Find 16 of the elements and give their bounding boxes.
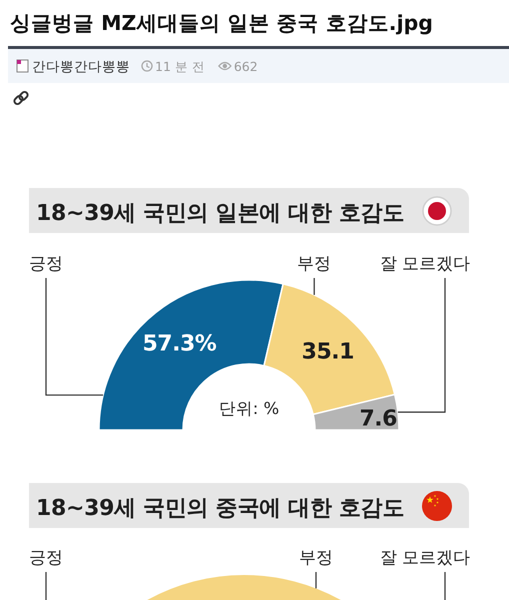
data-label: 7.6 [359,406,398,432]
text: 18~39세 국민의 중국에 대한 호감도 [36,496,404,521]
text: 긍정 [29,548,63,568]
text: 싱글벙글 MZ세대들의 일본 중국 호감도.jpg [10,11,433,35]
text: 간다뽕간다뽕뽕 [32,59,130,75]
text: 잘 모르겠다 [380,548,470,568]
chart-title: 18~39세 국민의 일본에 대한 호감도 [36,201,404,226]
text: 단위: % [218,399,280,418]
slice-label: 긍정 [29,254,63,274]
data-label: 57.3% [142,331,217,356]
text: 부정 [299,548,333,568]
data-label: 35.1 [302,339,354,364]
text: 11 분 전 [155,59,205,74]
slice-label: 잘 모르겠다 [380,254,470,274]
text: 662 [234,59,258,74]
slice-label: 부정 [297,254,332,274]
